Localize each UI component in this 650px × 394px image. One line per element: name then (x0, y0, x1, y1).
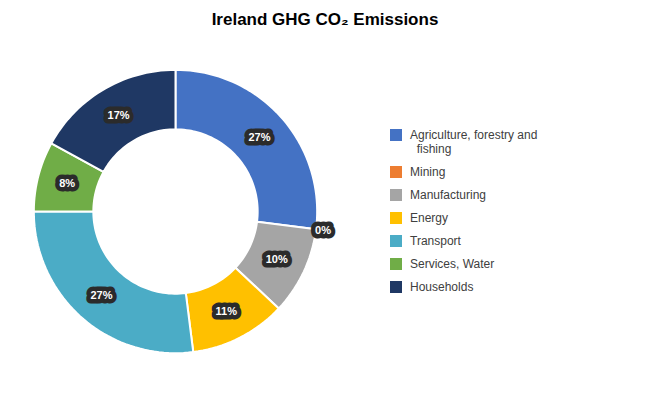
svg-text:10%: 10% (266, 253, 288, 265)
svg-text:27%: 27% (90, 289, 112, 301)
html-text:Agriculture, forestry and fish: Agriculture, forestry and fishing (410, 128, 538, 156)
svg-text:27%: 27% (248, 131, 270, 143)
html-text:Mining: Mining (410, 165, 446, 179)
html-text:Households: Households (410, 280, 474, 294)
svg-text:8%: 8% (59, 177, 75, 189)
html-text:Services, Water: Services, Water (410, 257, 495, 271)
html-text:Manufacturing: Manufacturing (410, 188, 486, 202)
svg-text:11%: 11% (216, 305, 238, 317)
html-text:Transport: Transport (410, 234, 461, 248)
svg-text:17%: 17% (108, 109, 130, 121)
svg-text:0%: 0% (315, 224, 331, 236)
html-text:Energy: Energy (410, 211, 448, 225)
html-text:Ireland GHG CO₂ Emissions: Ireland GHG CO₂ Emissions (211, 10, 439, 29)
